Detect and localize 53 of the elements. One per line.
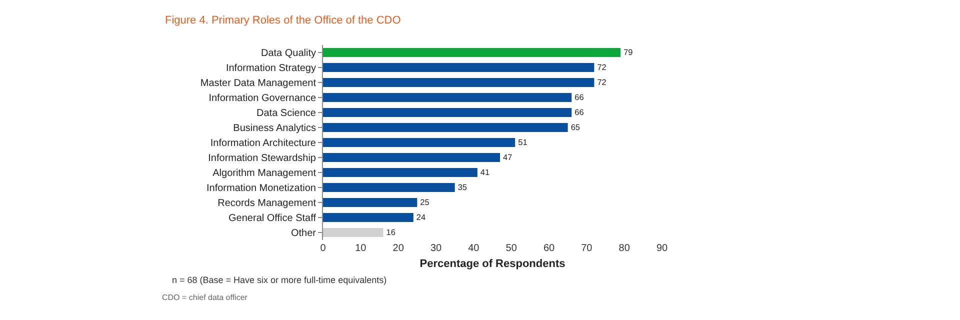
data-label: 66 <box>574 92 584 102</box>
x-tick-label: 20 <box>392 243 404 254</box>
y-tick-label: Other <box>290 228 317 239</box>
x-tick-label: 50 <box>506 243 518 254</box>
bar <box>323 123 568 132</box>
text: n = 68 (Base = Have six or more full-time equivalents) <box>172 275 387 285</box>
y-tick-label: Master Data Management <box>200 78 316 89</box>
x-tick-label: 80 <box>618 243 630 254</box>
bar <box>323 63 594 72</box>
x-tick-label: 10 <box>355 243 367 254</box>
y-tick-label: Information Architecture <box>210 138 316 149</box>
text: CDO = chief data officer <box>162 293 248 302</box>
x-axis-title: Percentage of Respondents <box>420 258 566 270</box>
y-tick-label: Information Governance <box>208 93 316 104</box>
x-tick-label: 90 <box>656 243 668 254</box>
bar <box>323 78 594 87</box>
x-tick-label: 70 <box>581 243 593 254</box>
data-label: 66 <box>574 108 584 117</box>
y-tick-label: Data Quality <box>260 48 316 59</box>
data-label: 65 <box>570 122 580 132</box>
x-tick-label: 30 <box>430 243 442 254</box>
y-tick-label: Algorithm Management <box>212 168 316 179</box>
bar <box>323 183 455 192</box>
chart-title: Figure 4. Primary Roles of the Office of the CDO <box>165 14 402 27</box>
bar <box>323 108 572 117</box>
bar <box>323 138 516 147</box>
y-tick-label: Information Monetization <box>206 183 316 194</box>
bar <box>323 198 418 207</box>
bar <box>323 93 572 102</box>
bar <box>323 153 500 162</box>
x-tick-label: 60 <box>543 243 555 254</box>
y-tick-label: Information Strategy <box>226 63 316 74</box>
x-tick-label: 40 <box>468 243 480 254</box>
data-label: 35 <box>458 182 468 192</box>
y-tick-label: General Office Staff <box>228 213 316 224</box>
data-label: 16 <box>386 228 396 237</box>
data-label: 41 <box>480 168 490 177</box>
x-tick-label: 0 <box>320 243 326 254</box>
bar <box>323 213 414 222</box>
y-tick-label: Information Stewardship <box>208 153 316 164</box>
bar <box>323 228 384 237</box>
y-tick-label: Records Management <box>218 198 316 209</box>
data-label: 72 <box>597 62 607 72</box>
data-label: 51 <box>518 138 528 147</box>
data-label: 25 <box>420 198 430 207</box>
y-tick-label: Business Analytics <box>233 123 316 134</box>
y-tick-label: Data Science <box>256 108 316 119</box>
bar <box>323 168 478 177</box>
data-label: 47 <box>503 152 513 162</box>
bar <box>323 48 621 57</box>
data-label: 79 <box>624 48 634 57</box>
data-label: 24 <box>416 212 426 222</box>
data-label: 72 <box>597 78 607 87</box>
